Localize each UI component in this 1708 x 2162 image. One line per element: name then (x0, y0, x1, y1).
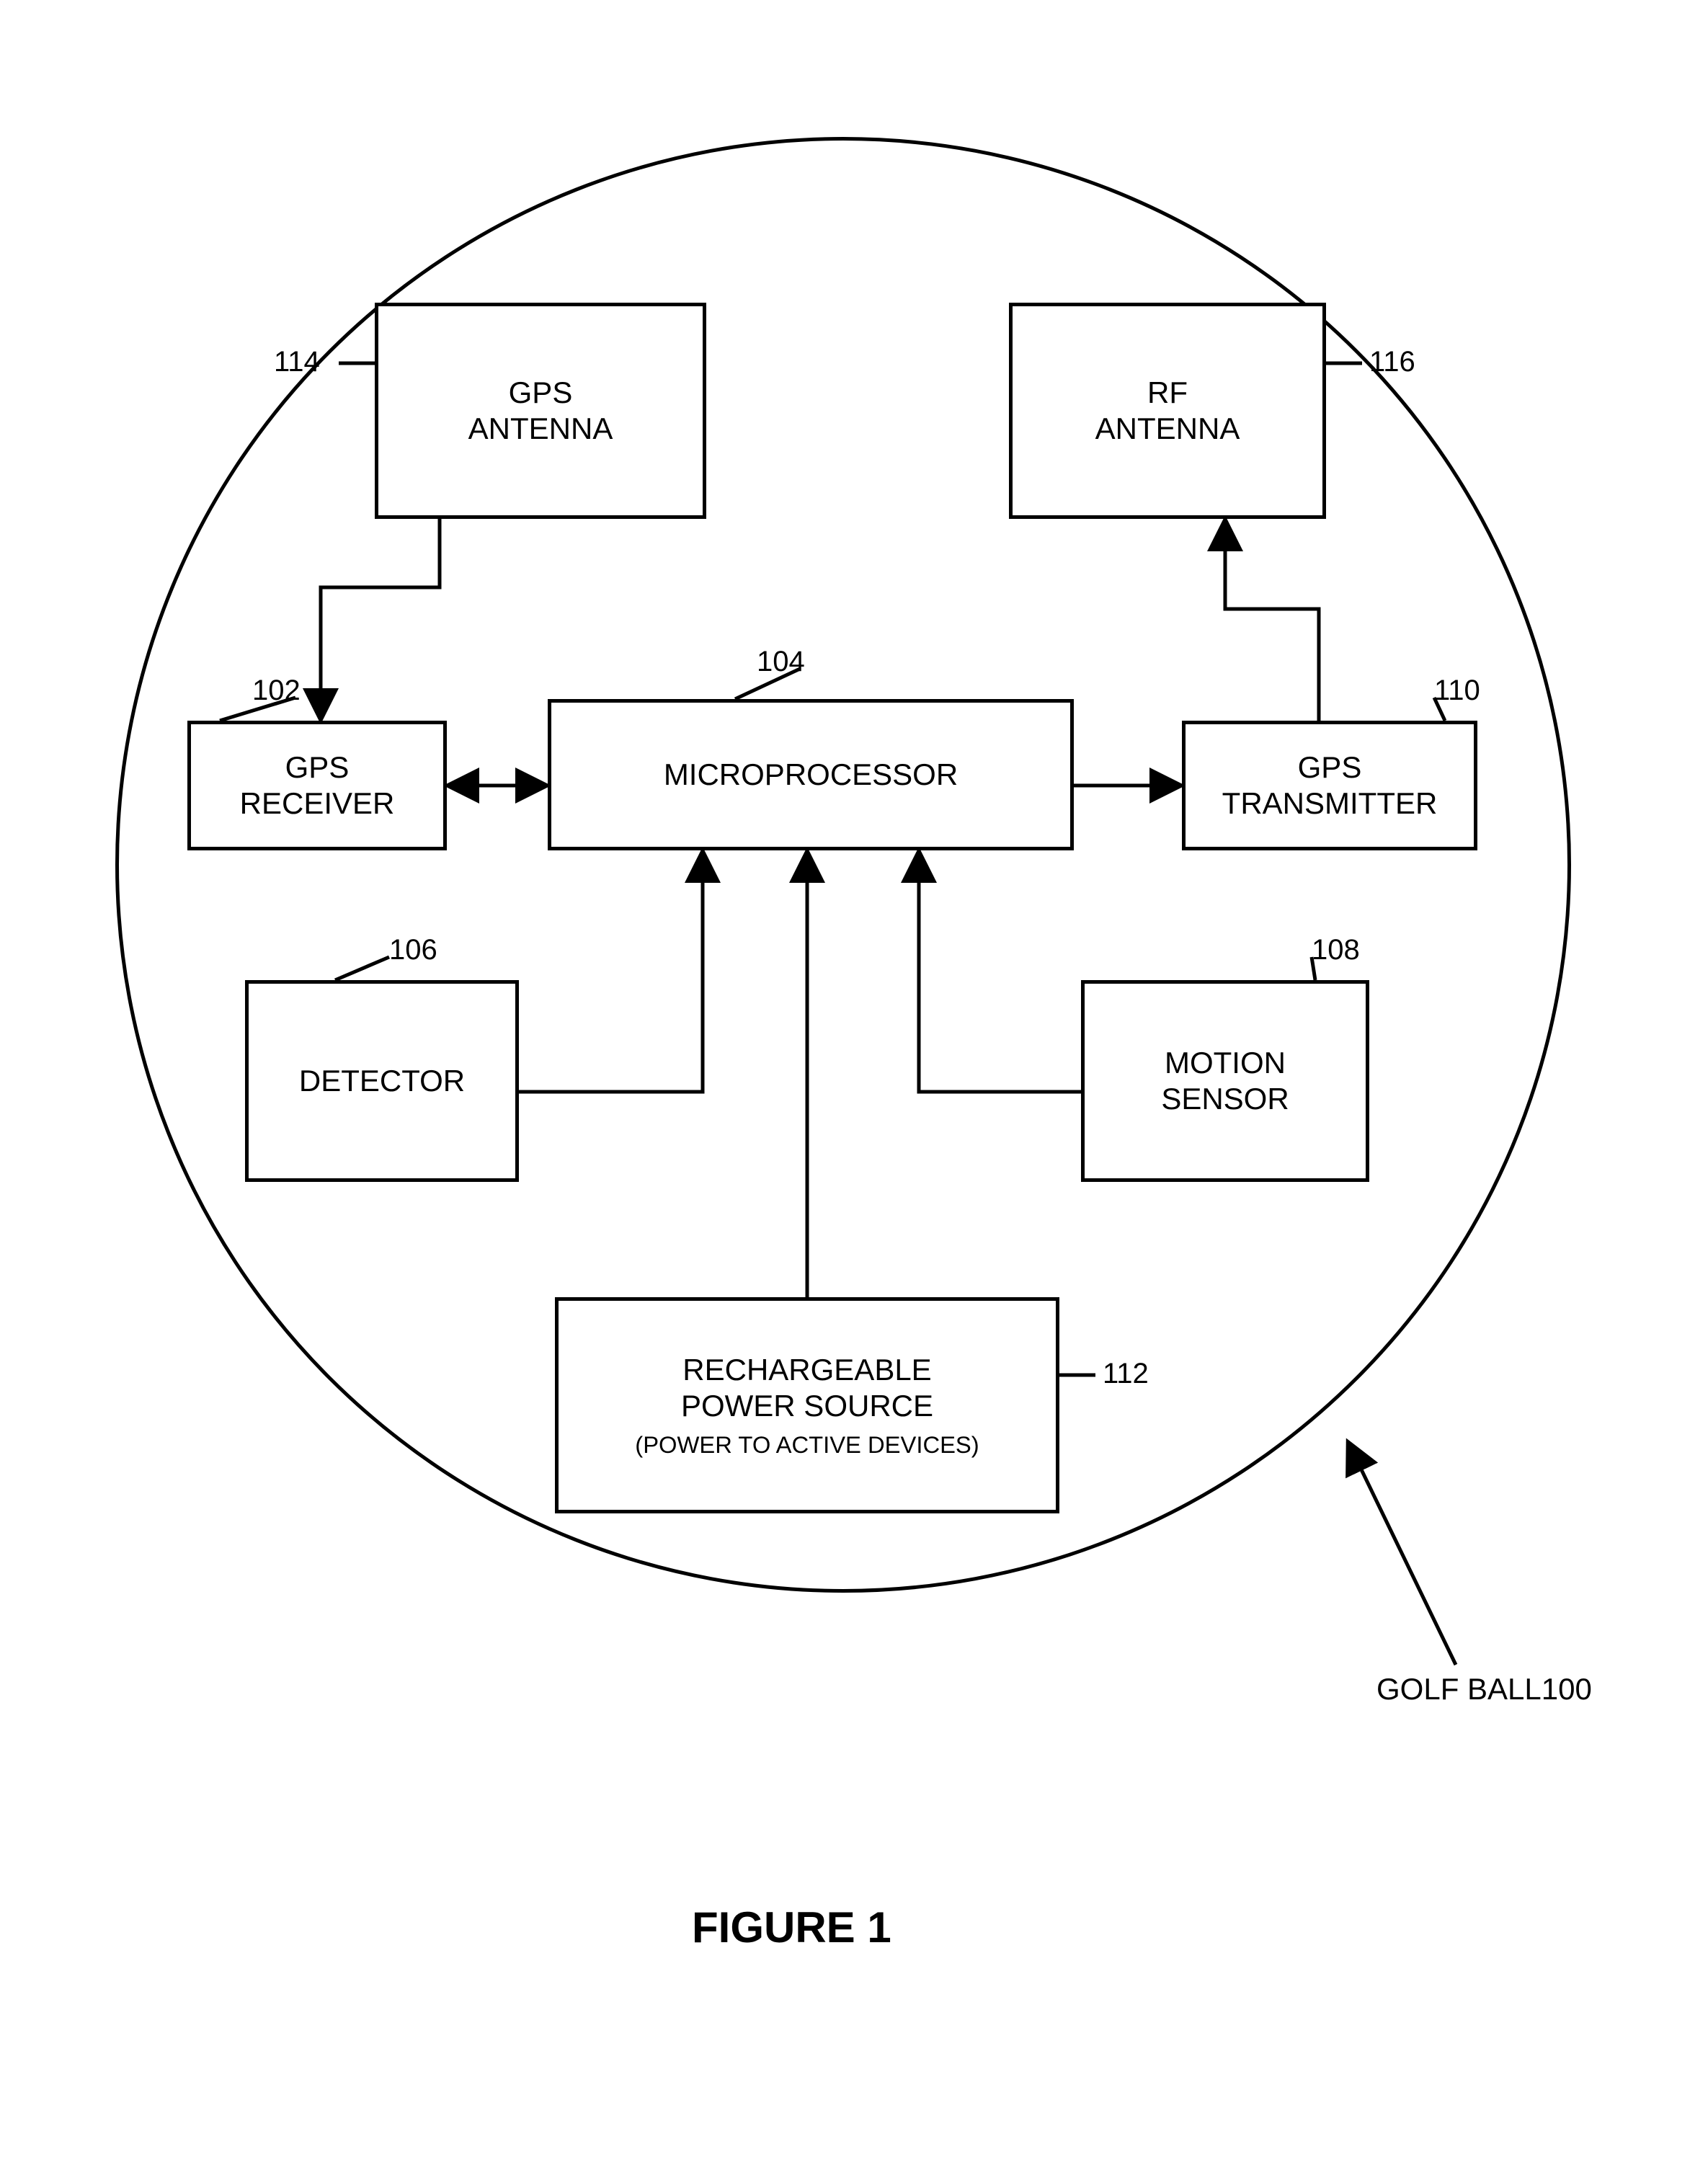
microprocessor-label: MICROPROCESSOR (664, 757, 958, 793)
detector-block: DETECTOR (245, 980, 519, 1182)
rf-antenna-label: RF ANTENNA (1095, 375, 1240, 448)
gps-antenna-block: GPS ANTENNA (375, 303, 706, 519)
power-source-block: RECHARGEABLE POWER SOURCE (POWER TO ACTI… (555, 1297, 1059, 1513)
ref-label-106: 106 (389, 934, 437, 966)
ref-label-116: 116 (1369, 346, 1415, 378)
gps-receiver-label: GPS RECEIVER (240, 749, 395, 822)
power-source-main-label: RECHARGEABLE POWER SOURCE (635, 1352, 979, 1425)
ref-label-112: 112 (1103, 1358, 1149, 1390)
ref-label-104: 104 (757, 646, 805, 678)
figure-title: FIGURE 1 (692, 1903, 891, 1952)
ref-label-102: 102 (252, 675, 301, 707)
motion-sensor-label: MOTION SENSOR (1161, 1045, 1289, 1118)
gps-transmitter-block: GPS TRANSMITTER (1182, 721, 1477, 850)
gps-receiver-block: GPS RECEIVER (187, 721, 447, 850)
gps-antenna-label: GPS ANTENNA (468, 375, 613, 448)
ref-label-114: 114 (274, 346, 320, 378)
microprocessor-block: MICROPROCESSOR (548, 699, 1074, 850)
motion-sensor-block: MOTION SENSOR (1081, 980, 1369, 1182)
ref-label-108: 108 (1312, 934, 1360, 966)
power-source-sub-label: (POWER TO ACTIVE DEVICES) (635, 1431, 979, 1459)
ref-label-110: 110 (1434, 675, 1480, 707)
detector-label: DETECTOR (299, 1063, 465, 1099)
diagram-canvas: GPS ANTENNA RF ANTENNA GPS RECEIVER MICR… (0, 0, 1708, 2162)
rf-antenna-block: RF ANTENNA (1009, 303, 1326, 519)
gps-transmitter-label: GPS TRANSMITTER (1222, 749, 1438, 822)
golf-ball-external-label: GOLF BALL100 (1376, 1672, 1592, 1707)
